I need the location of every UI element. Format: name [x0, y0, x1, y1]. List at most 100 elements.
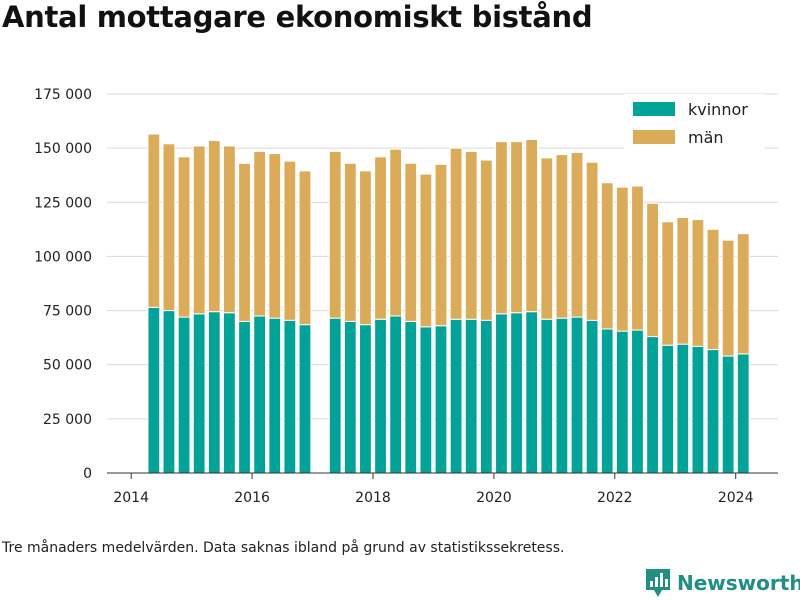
bar-män: [162, 143, 176, 312]
x-tick-label: 2024: [718, 490, 754, 506]
bar-kvinnor: [434, 325, 448, 474]
y-tick-label: 150 000: [34, 141, 92, 157]
bar-män: [585, 161, 599, 321]
bar-män: [434, 163, 448, 327]
bar-kvinnor: [268, 317, 282, 474]
bar-kvinnor: [721, 355, 735, 474]
y-tick-label: 125 000: [34, 195, 92, 211]
bar-män: [706, 228, 720, 351]
x-tick-label: 2018: [355, 490, 391, 506]
y-tick-label: 0: [83, 466, 92, 482]
bar-kvinnor: [328, 317, 342, 474]
bar-kvinnor: [389, 315, 403, 474]
bar-kvinnor: [223, 312, 236, 474]
bar-kvinnor: [419, 326, 433, 474]
bar-kvinnor: [676, 343, 690, 474]
bar-män: [464, 150, 478, 320]
bar-män: [479, 159, 493, 321]
bar-män: [419, 173, 433, 328]
bar-män: [646, 202, 659, 338]
bar-kvinnor: [343, 320, 357, 474]
bar-män: [404, 162, 418, 322]
bar-kvinnor: [646, 336, 659, 474]
bar-män: [449, 147, 463, 320]
bar-kvinnor: [585, 319, 599, 474]
x-tick-label: 2022: [597, 490, 633, 506]
bar-kvinnor: [298, 324, 312, 474]
bar-män: [676, 216, 690, 345]
chart-title: Antal mottagare ekonomiskt bistånd: [2, 0, 593, 34]
bar-kvinnor: [283, 319, 297, 474]
bar-män: [374, 156, 387, 320]
stacked-bar-chart: 0 25 000 50 000 75 000 100 000 125 000 150 000…: [34, 87, 778, 506]
bar-män: [177, 156, 191, 318]
y-tick-label: 50 000: [43, 358, 92, 374]
bar-män: [691, 219, 705, 347]
bar-män: [283, 160, 297, 321]
bar-män: [510, 141, 523, 314]
bar-chart-logo-icon: [646, 569, 670, 597]
bar-män: [298, 170, 312, 326]
bar-kvinnor: [661, 344, 675, 474]
bar-kvinnor: [495, 313, 508, 474]
x-tick-label: 2014: [113, 490, 149, 506]
x-tick-label: 2020: [476, 490, 512, 506]
footnote: Tre månaders medelvärden. Data saknas ib…: [2, 540, 565, 556]
bar-män: [721, 239, 735, 357]
bar-män: [615, 186, 629, 332]
bar-män: [736, 233, 750, 355]
bar-kvinnor: [736, 353, 750, 474]
bar-män: [389, 148, 403, 317]
axes: 0 25 000 50 000 75 000 100 000 125 000 150 000…: [34, 87, 778, 506]
brand-name: Newsworthy: [677, 571, 800, 595]
bar-kvinnor: [691, 345, 705, 474]
bar-män: [570, 151, 584, 318]
bar-kvinnor: [147, 306, 161, 474]
bar-kvinnor: [404, 320, 418, 474]
bar-kvinnor: [479, 319, 493, 474]
bar-män: [238, 162, 251, 322]
bar-kvinnor: [510, 312, 523, 474]
bar-män: [192, 145, 206, 315]
y-tick-label: 75 000: [43, 304, 92, 320]
bar-kvinnor: [192, 313, 206, 474]
bar-kvinnor: [207, 311, 221, 474]
legend: kvinnor män: [624, 94, 764, 152]
bar-män: [600, 182, 614, 330]
x-tick-label: 2016: [234, 490, 270, 506]
bar-kvinnor: [570, 316, 584, 474]
legend-label-kvinnor: kvinnor: [688, 100, 748, 119]
brand: Newsworthy: [645, 568, 800, 598]
y-tick-label: 100 000: [34, 249, 92, 265]
bar-män: [253, 150, 267, 317]
bar-kvinnor: [162, 310, 176, 474]
bar-män: [540, 157, 554, 320]
bar-män: [328, 150, 342, 319]
bar-män: [555, 154, 569, 319]
y-tick-label: 25 000: [43, 412, 92, 428]
bar-män: [525, 138, 539, 313]
bar-kvinnor: [706, 349, 720, 474]
legend-label-män: män: [688, 128, 724, 147]
bars: [147, 133, 750, 474]
y-tick-label: 175 000: [34, 87, 92, 103]
bar-män: [631, 185, 644, 331]
bar-kvinnor: [600, 328, 614, 474]
bar-kvinnor: [555, 317, 569, 474]
bar-män: [661, 221, 675, 346]
bar-kvinnor: [449, 318, 463, 474]
bar-kvinnor: [631, 329, 644, 474]
bar-kvinnor: [374, 318, 387, 474]
legend-swatch-män: [633, 130, 675, 144]
bar-män: [495, 141, 508, 315]
bar-kvinnor: [359, 324, 372, 474]
bar-kvinnor: [464, 318, 478, 474]
bar-kvinnor: [525, 311, 539, 474]
bar-kvinnor: [253, 315, 267, 474]
bar-kvinnor: [177, 316, 191, 474]
bar-män: [268, 153, 282, 319]
bar-män: [223, 145, 236, 314]
bar-män: [147, 133, 161, 308]
bar-kvinnor: [615, 330, 629, 474]
bar-kvinnor: [238, 320, 251, 474]
